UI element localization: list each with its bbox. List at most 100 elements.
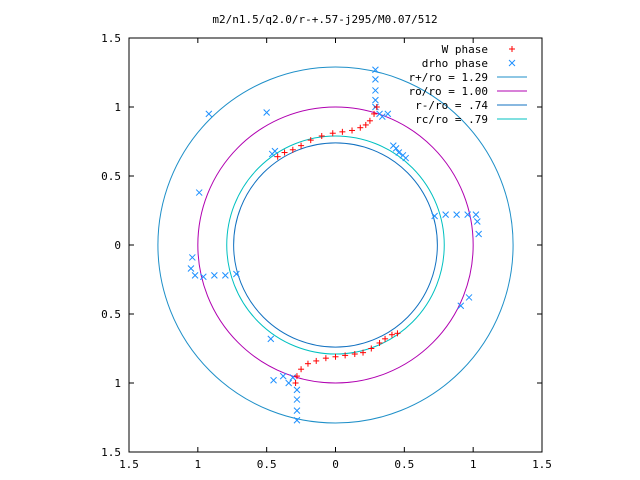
- y-tick-label: 1: [114, 377, 121, 390]
- w-phase-point: [332, 353, 339, 360]
- x-tick-label: 1.5: [532, 458, 552, 471]
- w-phase-point: [373, 104, 380, 110]
- drho-point: [188, 254, 196, 261]
- drho-point: [293, 386, 301, 394]
- drho-point: [453, 211, 461, 218]
- w-phase-series: [274, 104, 401, 386]
- w-phase-point: [382, 335, 389, 342]
- y-tick-label: 0: [114, 239, 121, 252]
- drho-point: [372, 76, 379, 83]
- legend-label: W phase: [442, 43, 488, 56]
- drho-point: [384, 110, 392, 118]
- drho-point: [293, 407, 301, 414]
- w-phase-point: [307, 137, 314, 144]
- drho-point: [195, 189, 203, 196]
- drho-point: [233, 270, 240, 278]
- w-phase-point: [388, 331, 395, 338]
- legend-label: r-/ro = .74: [415, 99, 488, 112]
- x-tick-label: 1: [195, 458, 202, 471]
- drho-phase-series: [187, 66, 483, 424]
- w-phase-point: [368, 345, 375, 352]
- legend-label: r+/ro = 1.29: [409, 71, 488, 84]
- legend-label: rc/ro = .79: [415, 113, 488, 126]
- w-phase-point: [292, 380, 299, 386]
- legend-label: ro/ro = 1.00: [409, 85, 488, 98]
- w-phase-point: [394, 330, 401, 337]
- y-tick-label: 1.5: [101, 32, 121, 45]
- drho-point: [263, 109, 271, 116]
- drho-point: [431, 212, 438, 220]
- drho-point: [293, 396, 301, 403]
- drho-point: [472, 211, 480, 218]
- drho-point: [372, 87, 379, 94]
- drho-point: [389, 142, 397, 149]
- drho-point: [464, 211, 472, 218]
- w-phase-point: [349, 127, 356, 134]
- w-phase-point: [362, 121, 369, 128]
- w-phase-point: [298, 142, 305, 149]
- x-tick-label: 0: [332, 458, 339, 471]
- drho-point: [191, 272, 199, 279]
- circle-r-ro: [233, 142, 438, 348]
- drho-point: [457, 302, 465, 310]
- x-tick-label: 1.5: [119, 458, 139, 471]
- x-tick-label: 0.5: [394, 458, 414, 471]
- w-phase-point: [339, 128, 346, 135]
- circle-ro-ro: [197, 106, 474, 384]
- y-tick-label: 1.5: [101, 446, 121, 459]
- drho-point: [289, 374, 297, 381]
- drho-point: [210, 272, 218, 279]
- w-phase-point: [329, 130, 336, 137]
- w-phase-point: [351, 351, 358, 358]
- w-phase-point: [281, 149, 288, 156]
- drho-point: [187, 265, 195, 272]
- drho-point: [395, 149, 403, 156]
- axis-ticks: 1.5 1 0.5 0 0.5 1 1.51.510.500.511.5: [101, 32, 552, 471]
- drho-point: [293, 416, 301, 424]
- w-phase-point: [313, 357, 320, 364]
- drho-point: [268, 150, 276, 158]
- w-phase-point: [322, 355, 329, 362]
- drho-point: [279, 372, 287, 380]
- y-tick-label: 0.5: [101, 170, 121, 183]
- circle-rc-ro: [226, 135, 445, 355]
- legend-cross-sample: [508, 59, 516, 67]
- w-phase-point: [366, 117, 373, 124]
- drho-point: [205, 110, 213, 118]
- w-phase-point: [293, 373, 300, 380]
- drho-point: [267, 335, 275, 343]
- drho-point: [222, 272, 229, 279]
- legend-label: drho phase: [422, 57, 488, 70]
- drho-point: [378, 113, 386, 121]
- w-phase-point: [318, 132, 325, 139]
- drho-point: [199, 273, 207, 281]
- w-phase-point: [342, 352, 349, 359]
- w-phase-point: [360, 349, 367, 356]
- drho-point: [442, 211, 449, 218]
- x-tick-label: 0.5: [257, 458, 277, 471]
- w-phase-point: [376, 339, 383, 346]
- w-phase-point: [298, 366, 305, 373]
- x-tick-label: 1: [470, 458, 477, 471]
- drho-point: [270, 376, 277, 384]
- circle-r-ro: [157, 66, 514, 424]
- drho-point: [475, 230, 483, 238]
- drho-point: [372, 66, 379, 74]
- w-phase-point: [289, 146, 296, 153]
- drho-point: [402, 154, 410, 162]
- y-tick-label: 1: [114, 101, 121, 114]
- drho-point: [372, 96, 379, 104]
- w-phase-point: [371, 110, 378, 117]
- radius-circles: [157, 66, 514, 424]
- w-phase-point: [274, 153, 281, 160]
- y-tick-label: 0.5: [101, 308, 121, 321]
- drho-point: [473, 218, 481, 225]
- drho-point: [465, 294, 473, 301]
- drho-point: [285, 379, 293, 387]
- w-phase-point: [304, 360, 311, 367]
- chart-title: m2/n1.5/q2.0/r-+.57-j295/M0.07/512: [212, 13, 437, 26]
- w-phase-point: [357, 124, 364, 131]
- legend-plus-sample: [509, 46, 515, 52]
